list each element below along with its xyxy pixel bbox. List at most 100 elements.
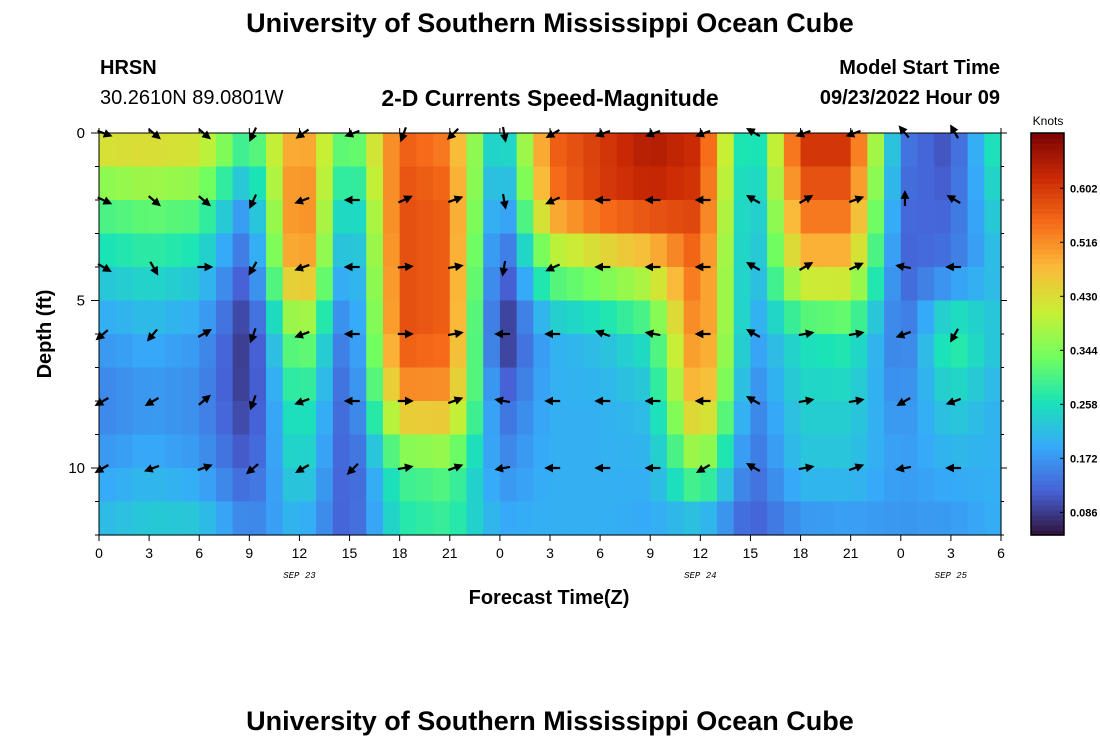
- heatmap-cell: [967, 166, 985, 201]
- colorbar-segment: [1031, 429, 1064, 436]
- current-vector-arrow: [397, 463, 414, 473]
- heatmap-cell: [433, 468, 451, 503]
- colorbar-segment: [1031, 233, 1064, 240]
- heatmap-cell: [717, 334, 735, 369]
- heatmap-cell: [700, 401, 718, 436]
- colorbar-segment: [1031, 168, 1064, 174]
- heatmap-cell: [115, 367, 134, 402]
- heatmap-cell: [232, 267, 250, 302]
- heatmap-cell: [917, 233, 935, 268]
- x-tick-label: 15: [342, 545, 358, 561]
- heatmap-cell: [900, 468, 919, 503]
- heatmap-cell: [783, 468, 802, 503]
- heatmap-cell: [633, 267, 651, 302]
- heatmap-cell: [600, 267, 618, 302]
- heatmap-cell: [800, 367, 818, 402]
- heatmap-cell: [750, 468, 768, 503]
- heatmap-cell: [499, 501, 518, 536]
- current-vector-arrow: [848, 463, 865, 472]
- heatmap-cell: [583, 133, 601, 168]
- heatmap-cell: [316, 434, 334, 469]
- heatmap-cell: [316, 267, 334, 302]
- colorbar-segment: [1031, 213, 1064, 220]
- y-axis: 0 5 10: [68, 125, 1007, 536]
- heatmap-cell: [433, 367, 451, 402]
- heatmap-cell: [99, 233, 117, 268]
- heatmap-cell: [934, 300, 952, 335]
- colorbar-segment: [1031, 268, 1064, 275]
- heatmap-cell: [817, 233, 835, 268]
- heatmap-cell: [917, 468, 935, 503]
- heatmap-cell: [399, 501, 417, 536]
- heatmap-cell: [833, 501, 852, 536]
- heatmap-cell: [733, 401, 752, 436]
- heatmap-cell: [750, 133, 768, 168]
- heatmap-cell: [800, 133, 818, 168]
- heatmap-cell: [833, 401, 852, 436]
- colorbar-tick-label: 0.086: [1070, 507, 1098, 519]
- heatmap-cell: [483, 133, 501, 168]
- colorbar-segment: [1031, 409, 1064, 415]
- heatmap-cell: [349, 267, 367, 302]
- heatmap-cell: [850, 468, 868, 503]
- heatmap-cell: [633, 133, 651, 168]
- heatmap-cell: [767, 267, 785, 302]
- colorbar-segment: [1031, 323, 1064, 330]
- current-vector-arrow: [198, 195, 212, 207]
- heatmap-cell: [700, 200, 718, 235]
- heatmap-cell: [717, 133, 735, 168]
- heatmap-cell: [199, 367, 217, 402]
- heatmap-cell: [583, 501, 601, 536]
- heatmap-cell: [299, 233, 317, 268]
- heatmap-cell: [550, 434, 568, 469]
- heatmap-cell: [232, 166, 250, 201]
- colorbar-segment: [1031, 218, 1064, 225]
- colorbar-segment: [1031, 158, 1064, 164]
- heatmap-cell: [115, 401, 134, 436]
- colorbar-segment: [1031, 384, 1064, 390]
- colorbar-segment: [1031, 479, 1064, 486]
- colorbar-segment: [1031, 188, 1064, 194]
- heatmap-cell: [700, 434, 718, 469]
- heatmap-cell: [767, 401, 785, 436]
- heatmap-cell: [215, 133, 234, 168]
- heatmap-cell: [149, 501, 167, 536]
- colorbar-segment: [1031, 313, 1064, 320]
- heatmap-cell: [733, 501, 752, 536]
- heatmap-cell: [616, 468, 635, 503]
- current-vector-arrow: [249, 194, 258, 210]
- heatmap-cell: [299, 401, 317, 436]
- heatmap-cell: [884, 233, 902, 268]
- heatmap-cell: [282, 166, 301, 201]
- heatmap-cell: [867, 133, 885, 168]
- heatmap-cell: [867, 468, 885, 503]
- heatmap-cell: [783, 133, 802, 168]
- heatmap-cell: [516, 133, 534, 168]
- heatmap-cell: [499, 200, 518, 235]
- heatmap-cell: [266, 434, 284, 469]
- heatmap-cell: [917, 434, 935, 469]
- x-date-label: SEP 24: [684, 571, 716, 581]
- heatmap-cell: [867, 200, 885, 235]
- heatmap-cell: [332, 200, 351, 235]
- heatmap-cell: [349, 367, 367, 402]
- x-date-label: SEP 23: [283, 571, 316, 581]
- heatmap-cell: [884, 166, 902, 201]
- heatmap-cell: [165, 401, 184, 436]
- heatmap-cell: [783, 233, 802, 268]
- heatmap-cell: [750, 401, 768, 436]
- heatmap-cell: [99, 166, 117, 201]
- heatmap-cell: [132, 367, 150, 402]
- x-tick-label: 21: [442, 545, 458, 561]
- heatmap-cell: [750, 166, 768, 201]
- heatmap-cell: [516, 501, 534, 536]
- current-vector-arrow: [294, 397, 310, 406]
- heatmap-cell: [700, 133, 718, 168]
- heatmap-cell: [182, 367, 200, 402]
- colorbar-segment: [1031, 148, 1064, 154]
- heatmap-cell: [449, 434, 468, 469]
- heatmap-cell: [583, 300, 601, 335]
- heatmap-cell: [700, 468, 718, 503]
- heatmap-cell: [215, 300, 234, 335]
- heatmap-cell: [934, 133, 952, 168]
